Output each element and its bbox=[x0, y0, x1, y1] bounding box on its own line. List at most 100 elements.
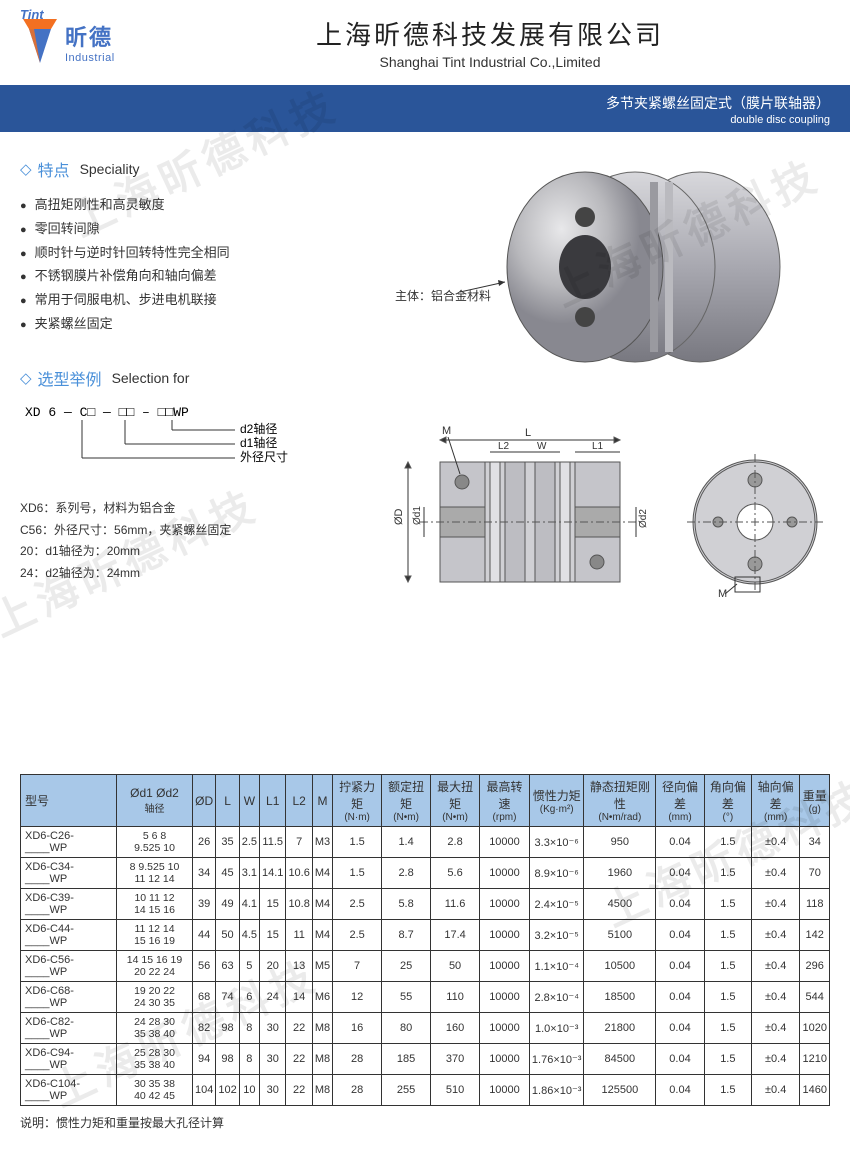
table-cell: 10000 bbox=[480, 1075, 530, 1106]
diamond-icon: ◇ bbox=[20, 160, 32, 178]
table-cell: 4500 bbox=[584, 889, 656, 920]
table-cell: 1.5 bbox=[704, 827, 751, 858]
table-cell: 63 bbox=[216, 951, 239, 982]
table-cell: ±0.4 bbox=[751, 889, 800, 920]
table-cell: 13 bbox=[286, 951, 312, 982]
table-cell: 49 bbox=[216, 889, 239, 920]
table-cell: 5.6 bbox=[431, 858, 480, 889]
svg-text:XD 6 — C□ — □□ – □□WP: XD 6 — C□ — □□ – □□WP bbox=[25, 405, 189, 420]
table-cell: 10000 bbox=[480, 1044, 530, 1075]
table-cell: ±0.4 bbox=[751, 1044, 800, 1075]
table-cell: M4 bbox=[312, 920, 332, 951]
table-cell: 14.1 bbox=[260, 858, 286, 889]
table-cell: 1.5 bbox=[704, 889, 751, 920]
table-cell: 24 28 3035 38 40 bbox=[117, 1013, 193, 1044]
table-row: XD6-C39-____WP10 11 1214 15 1639494.1151… bbox=[21, 889, 830, 920]
table-cell: 20 bbox=[260, 951, 286, 982]
table-cell: 98 bbox=[216, 1013, 239, 1044]
table-cell: XD6-C82-____WP bbox=[21, 1013, 117, 1044]
table-cell: 14 bbox=[286, 982, 312, 1013]
table-header: 径向偏差(mm) bbox=[656, 775, 705, 827]
table-cell: M8 bbox=[312, 1075, 332, 1106]
table-cell: 104 bbox=[193, 1075, 216, 1106]
table-cell: 160 bbox=[431, 1013, 480, 1044]
table-cell: 0.04 bbox=[656, 920, 705, 951]
table-cell: 10000 bbox=[480, 889, 530, 920]
table-cell: 10000 bbox=[480, 951, 530, 982]
footnote: 说明：惯性力矩和重量按最大孔径计算 bbox=[20, 1114, 830, 1131]
svg-text:L: L bbox=[525, 427, 531, 439]
table-cell: M8 bbox=[312, 1044, 332, 1075]
table-cell: 50 bbox=[216, 920, 239, 951]
table-cell: 22 bbox=[286, 1013, 312, 1044]
table-cell: 30 35 3840 42 45 bbox=[117, 1075, 193, 1106]
table-cell: M4 bbox=[312, 889, 332, 920]
table-cell: 17.4 bbox=[431, 920, 480, 951]
table-cell: 28 bbox=[333, 1075, 382, 1106]
table-cell: 1.86×10⁻³ bbox=[529, 1075, 584, 1106]
table-cell: 296 bbox=[800, 951, 830, 982]
table-cell: 1.1×10⁻⁴ bbox=[529, 951, 584, 982]
table-header: L1 bbox=[260, 775, 286, 827]
selection-title-en: Selection for bbox=[112, 370, 190, 386]
table-cell: XD6-C44-____WP bbox=[21, 920, 117, 951]
logo-en: Industrial bbox=[65, 52, 115, 64]
table-cell: 34 bbox=[800, 827, 830, 858]
table-cell: 15 bbox=[260, 920, 286, 951]
table-header: Ød1 Ød2轴径 bbox=[117, 775, 193, 827]
table-cell: 142 bbox=[800, 920, 830, 951]
table-cell: 2.5 bbox=[333, 889, 382, 920]
table-row: XD6-C68-____WP19 20 2224 30 35687462414M… bbox=[21, 982, 830, 1013]
table-header: W bbox=[239, 775, 259, 827]
table-header: L2 bbox=[286, 775, 312, 827]
table-cell: M3 bbox=[312, 827, 332, 858]
logo-tint: Tint bbox=[20, 7, 44, 22]
table-cell: 1210 bbox=[800, 1044, 830, 1075]
table-cell: ±0.4 bbox=[751, 920, 800, 951]
table-cell: 950 bbox=[584, 827, 656, 858]
table-cell: 1.5 bbox=[704, 951, 751, 982]
svg-text:M: M bbox=[718, 588, 727, 600]
table-cell: 110 bbox=[431, 982, 480, 1013]
company-zh: 上海昕德科技发展有限公司 bbox=[150, 15, 830, 52]
table-row: XD6-C94-____WP25 28 3035 38 40949883022M… bbox=[21, 1044, 830, 1075]
svg-text:Ød1: Ød1 bbox=[412, 506, 423, 525]
spec-table-wrapper: 型号Ød1 Ød2轴径ØDLWL1L2M拧紧力矩(N·m)额定扭矩(N•m)最大… bbox=[20, 774, 830, 1106]
table-cell: 5 bbox=[239, 951, 259, 982]
table-cell: 2.8×10⁻⁴ bbox=[529, 982, 584, 1013]
table-header: 最高转速(rpm) bbox=[480, 775, 530, 827]
table-cell: 510 bbox=[431, 1075, 480, 1106]
table-cell: 11.5 bbox=[260, 827, 286, 858]
technical-drawing: L L1 L2 W M ØD Ød1 bbox=[360, 412, 840, 617]
table-cell: 11 12 1415 16 19 bbox=[117, 920, 193, 951]
table-header: 拧紧力矩(N·m) bbox=[333, 775, 382, 827]
table-cell: 1020 bbox=[800, 1013, 830, 1044]
table-cell: 7 bbox=[333, 951, 382, 982]
logo: 昕德 Industrial Tint bbox=[20, 15, 150, 70]
table-cell: 1.5 bbox=[704, 858, 751, 889]
table-cell: 26 bbox=[193, 827, 216, 858]
selection-title-zh: 选型举例 bbox=[38, 366, 102, 390]
table-cell: 0.04 bbox=[656, 982, 705, 1013]
table-cell: 1.5 bbox=[333, 827, 382, 858]
table-cell: 10000 bbox=[480, 1013, 530, 1044]
table-cell: 0.04 bbox=[656, 1044, 705, 1075]
table-cell: 68 bbox=[193, 982, 216, 1013]
table-cell: ±0.4 bbox=[751, 951, 800, 982]
table-cell: 56 bbox=[193, 951, 216, 982]
table-cell: 370 bbox=[431, 1044, 480, 1075]
table-cell: 125500 bbox=[584, 1075, 656, 1106]
product-image: 主体：铝合金材料 bbox=[490, 157, 800, 382]
table-cell: 44 bbox=[193, 920, 216, 951]
table-cell: ±0.4 bbox=[751, 982, 800, 1013]
table-cell: 70 bbox=[800, 858, 830, 889]
product-image-label: 主体：铝合金材料 bbox=[395, 287, 491, 304]
table-cell: 10000 bbox=[480, 858, 530, 889]
table-cell: 5 6 89.525 10 bbox=[117, 827, 193, 858]
table-header: L bbox=[216, 775, 239, 827]
table-cell: 255 bbox=[382, 1075, 431, 1106]
table-cell: 10 11 1214 15 16 bbox=[117, 889, 193, 920]
svg-text:Ød2: Ød2 bbox=[638, 509, 649, 528]
table-cell: 45 bbox=[216, 858, 239, 889]
table-cell: ±0.4 bbox=[751, 858, 800, 889]
